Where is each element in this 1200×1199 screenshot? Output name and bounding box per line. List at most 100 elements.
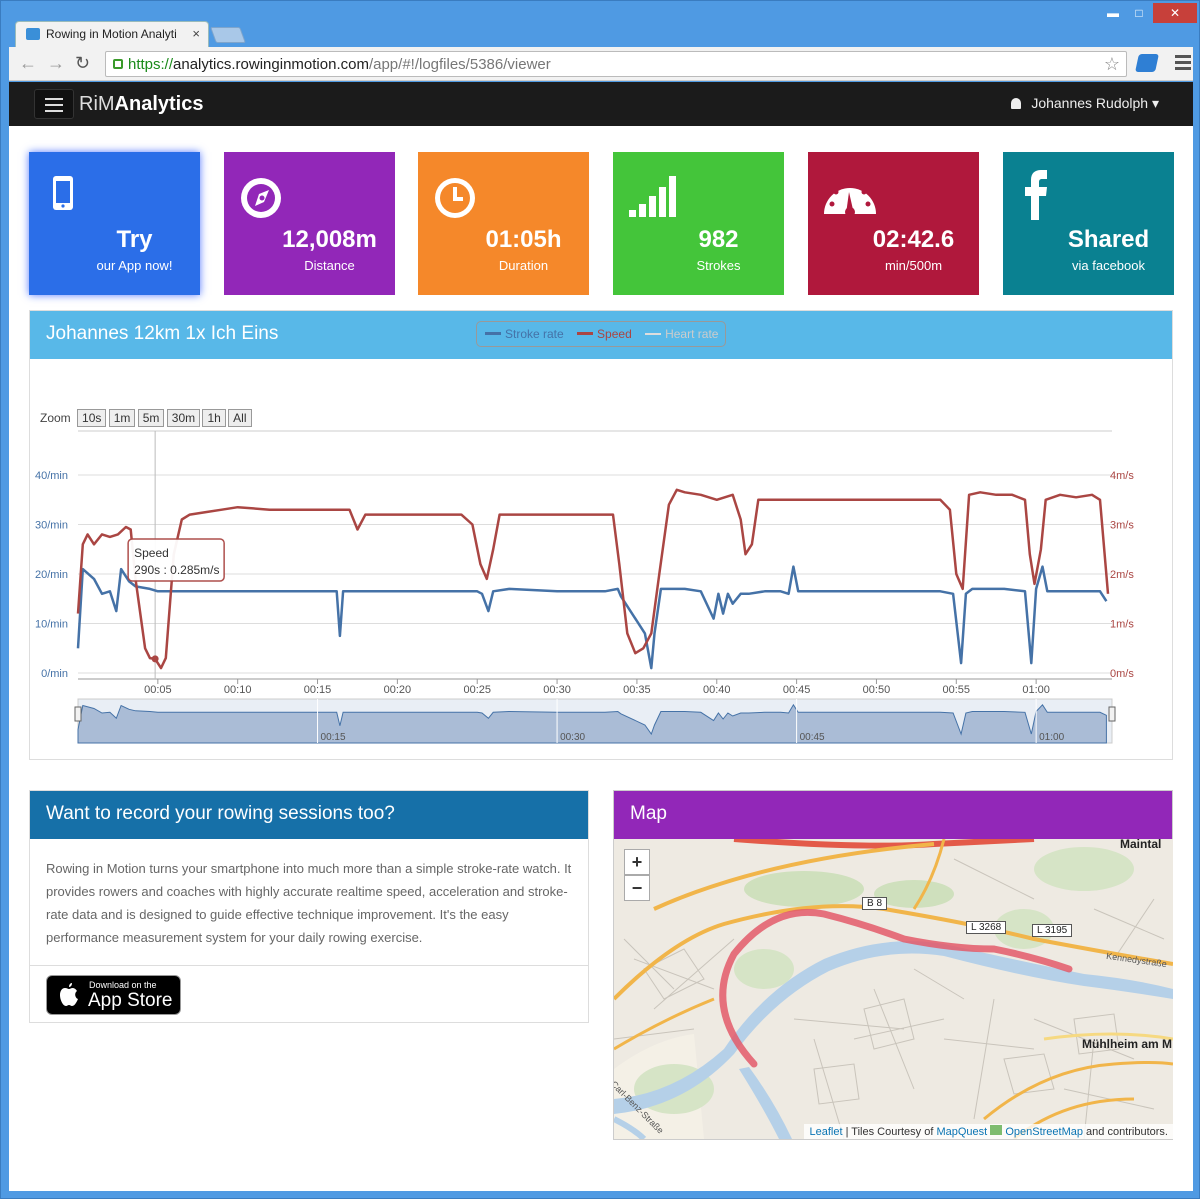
- compass-icon: [238, 174, 288, 229]
- x-tick-label: 01:00: [1022, 684, 1050, 696]
- url-host: analytics.rowinginmotion.com: [173, 56, 369, 73]
- tooltip-point: [151, 655, 159, 663]
- x-tick-label: 00:35: [623, 684, 651, 696]
- zoom-in-button[interactable]: +: [624, 849, 650, 875]
- y-left-tick-label: 20/min: [35, 569, 68, 581]
- x-tick-label: 00:50: [863, 684, 891, 696]
- maximize-icon[interactable]: □: [1135, 6, 1143, 20]
- url-scheme: https://: [128, 56, 174, 73]
- mapquest-link[interactable]: MapQuest: [936, 1126, 988, 1138]
- x-tick-label: 00:45: [783, 684, 811, 696]
- tooltip-text: 290s : 0.285m/s: [134, 563, 219, 577]
- tile-distance: 12,008m Distance: [224, 152, 395, 295]
- map-tiles: [614, 839, 1173, 1139]
- navigator-tick-label: 00:15: [321, 732, 346, 743]
- tooltip-title: Speed: [134, 546, 169, 560]
- chart-tooltip: Speed 290s : 0.285m/s: [127, 538, 225, 582]
- signal-bars-icon: [627, 174, 683, 229]
- navigator-handle[interactable]: [1108, 706, 1116, 722]
- hamburger-menu-icon[interactable]: [34, 89, 74, 119]
- map-view[interactable]: + − Maintal Mühlheim am M B 8 L 3268 L 3…: [614, 839, 1173, 1139]
- zoom-1m-button[interactable]: 1m: [108, 409, 136, 427]
- y-right-tick-label: 3m/s: [1110, 520, 1134, 532]
- y-left-tick-label: 40/min: [35, 470, 68, 482]
- zoom-1h-button[interactable]: 1h: [202, 409, 226, 427]
- address-bar[interactable]: https://analytics.rowinginmotion.com/app…: [105, 51, 1127, 77]
- osm-icon: [990, 1125, 1003, 1135]
- browser-tab[interactable]: Rowing in Motion Analyti ×: [15, 21, 209, 47]
- y-right-tick-label: 1m/s: [1110, 619, 1134, 631]
- y-left-tick-label: 30/min: [35, 520, 68, 532]
- y-right-tick-label: 0m/s: [1110, 668, 1134, 680]
- town-label: Maintal: [1120, 839, 1162, 851]
- back-icon[interactable]: ←: [19, 53, 37, 73]
- tile-try-app[interactable]: Try our App now!: [29, 152, 200, 295]
- brand-light: RiM: [79, 93, 115, 115]
- tile-label: Strokes: [696, 258, 741, 273]
- navigator-handle[interactable]: [74, 706, 82, 722]
- brand-bold: Analytics: [114, 93, 204, 115]
- browser-menu-icon[interactable]: [1175, 55, 1191, 73]
- tile-value: 01:05h: [485, 226, 562, 253]
- minimize-icon[interactable]: ▬: [1107, 6, 1119, 20]
- close-window-icon[interactable]: ✕: [1153, 3, 1197, 23]
- user-name: Johannes Rudolph: [1031, 95, 1149, 111]
- extension-icon[interactable]: [1135, 54, 1159, 72]
- navigator-tick-label: 00:45: [800, 732, 825, 743]
- legend-item-stroke-rate[interactable]: Stroke rate: [485, 327, 564, 341]
- tab-title: Rowing in Motion Analyti: [46, 27, 177, 41]
- series-line-stroke-rate: [76, 565, 1108, 670]
- zoom-5m-button[interactable]: 5m: [137, 409, 165, 427]
- forward-icon[interactable]: →: [47, 53, 65, 73]
- zoom-selector: Zoom 10s 1m 5m 30m 1h All: [40, 409, 252, 427]
- rowing-track: [719, 908, 1073, 1068]
- tile-duration: 01:05h Duration: [418, 152, 589, 295]
- reload-icon[interactable]: ↻: [75, 53, 91, 73]
- promo-title: Want to record your rowing sessions too?: [30, 791, 588, 839]
- app-navbar: RiMAnalytics Johannes Rudolph ▾: [9, 82, 1193, 126]
- map-attribution: Leaflet | Tiles Courtesy of MapQuest Ope…: [804, 1124, 1173, 1139]
- app-store-button[interactable]: Download on the App Store: [46, 975, 181, 1015]
- x-tick-label: 00:55: [943, 684, 971, 696]
- bookmark-star-icon[interactable]: ☆: [1103, 54, 1120, 74]
- tile-label: min/500m: [884, 258, 943, 273]
- zoom-out-button[interactable]: −: [624, 875, 650, 901]
- y-left-tick-label: 0/min: [41, 668, 68, 680]
- x-tick-label: 00:40: [703, 684, 731, 696]
- divider: [30, 965, 588, 966]
- legend-item-heart-rate[interactable]: Heart rate: [645, 327, 718, 341]
- x-tick-label: 00:20: [384, 684, 412, 696]
- user-menu[interactable]: Johannes Rudolph ▾: [1011, 95, 1159, 112]
- apple-icon: [60, 983, 78, 1006]
- zoom-10s-button[interactable]: 10s: [77, 409, 107, 427]
- session-chart-panel: Johannes 12km 1x Ich Eins 0/min 10/min 20/…: [29, 310, 1173, 760]
- legend-item-speed[interactable]: Speed: [577, 327, 632, 341]
- zoom-all-button[interactable]: All: [228, 409, 252, 427]
- session-chart[interactable]: 0/min 10/min 20/min 30/min 40/min 0m/s 1m/s 2m/…: [30, 311, 1174, 761]
- tab-strip: Rowing in Motion Analyti × ▬ □ ✕: [1, 1, 1200, 47]
- store-line1: Download on the: [89, 980, 157, 990]
- session-title: Johannes 12km 1x Ich Eins: [30, 311, 1172, 359]
- x-tick-label: 00:10: [224, 684, 252, 696]
- tile-label: Distance: [304, 258, 355, 273]
- navigator-tick-label: 01:00: [1039, 732, 1064, 743]
- new-tab-button[interactable]: [210, 27, 246, 43]
- attribution-text: and contributors.: [1083, 1126, 1168, 1138]
- tile-pace: 02:42.6 min/500m: [808, 152, 979, 295]
- brand-logo[interactable]: RiMAnalytics: [79, 93, 203, 116]
- tile-label: Duration: [498, 258, 549, 273]
- y-right-tick-label: 4m/s: [1110, 470, 1134, 482]
- tile-value: 12,008m: [282, 226, 377, 253]
- leaflet-link[interactable]: Leaflet: [809, 1126, 843, 1138]
- zoom-30m-button[interactable]: 30m: [166, 409, 201, 427]
- tile-shared[interactable]: Shared via facebook: [1003, 152, 1174, 295]
- x-tick-label: 00:25: [463, 684, 491, 696]
- osm-link[interactable]: OpenStreetMap: [1005, 1126, 1083, 1138]
- y-left-tick-label: 10/min: [35, 619, 68, 631]
- navigator-series: [77, 703, 1107, 744]
- x-tick-label: 00:15: [304, 684, 332, 696]
- tab-close-icon[interactable]: ×: [192, 26, 200, 41]
- browser-toolbar: ← → ↻ https://analytics.rowinginmotion.c…: [9, 47, 1193, 81]
- tile-value: Try: [116, 226, 153, 253]
